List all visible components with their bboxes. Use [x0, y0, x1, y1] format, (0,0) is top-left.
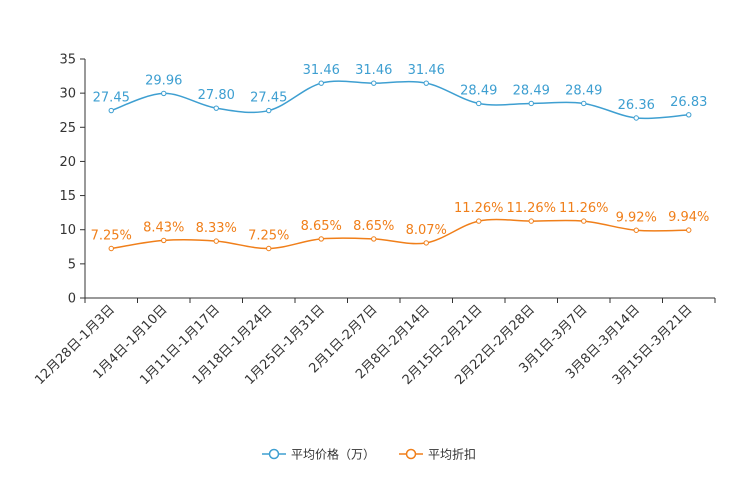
data-label: 7.25% [91, 228, 132, 243]
data-point[interactable] [476, 218, 482, 224]
data-point[interactable] [318, 236, 324, 242]
legend-label: 平均折扣 [428, 447, 476, 462]
series-line [111, 80, 689, 120]
data-label: 9.92% [616, 210, 657, 225]
data-point[interactable] [371, 80, 377, 86]
data-label: 11.26% [506, 201, 556, 216]
data-label: 27.80 [198, 88, 235, 103]
data-label: 8.65% [353, 219, 394, 234]
legend-marker [268, 448, 280, 460]
data-point[interactable] [581, 100, 587, 107]
data-label: 31.46 [408, 63, 445, 78]
data-point[interactable] [371, 236, 377, 242]
data-point[interactable] [528, 218, 534, 224]
legend[interactable]: 平均价格（万） 平均折扣 [262, 447, 476, 462]
data-point[interactable] [108, 245, 114, 252]
data-label: 7.25% [248, 228, 289, 243]
data-label: 28.49 [565, 83, 602, 98]
y-tick-label: 15 [59, 189, 76, 204]
data-point[interactable] [581, 218, 587, 224]
series-layer: 27.45 29.96 27.80 27.45 31.46 31.46 31.46 28.49… [91, 63, 709, 252]
data-label: 8.33% [196, 221, 237, 236]
y-tick-label: 25 [59, 121, 76, 136]
data-point[interactable] [266, 245, 272, 252]
data-point[interactable] [686, 112, 692, 118]
data-point[interactable] [266, 107, 272, 114]
data-label: 27.45 [93, 91, 130, 106]
series-line [111, 218, 689, 250]
data-label: 8.43% [143, 220, 184, 235]
data-label: 9.94% [668, 210, 709, 225]
data-point[interactable] [423, 80, 429, 86]
data-point[interactable] [476, 100, 482, 107]
data-label: 28.49 [513, 83, 550, 98]
data-point[interactable] [633, 227, 639, 233]
data-point[interactable] [108, 107, 114, 114]
data-point[interactable] [161, 90, 167, 97]
data-label: 11.26% [559, 201, 609, 216]
data-point[interactable] [318, 80, 324, 86]
data-label: 31.46 [303, 63, 340, 78]
y-tick-label: 5 [68, 257, 76, 272]
y-tick-label: 0 [68, 292, 76, 307]
data-label: 11.26% [454, 201, 504, 216]
series-1: 27.45 29.96 27.80 27.45 31.46 31.46 31.46 28.49… [93, 63, 707, 121]
y-tick-label: 30 [59, 87, 76, 102]
data-label: 31.46 [355, 63, 392, 78]
legend-item-1[interactable]: 平均价格（万） [262, 447, 375, 462]
data-point[interactable] [528, 100, 534, 107]
y-tick-label: 20 [59, 155, 76, 170]
data-label: 26.83 [670, 95, 707, 110]
data-label: 27.45 [250, 91, 287, 106]
y-tick-label: 10 [59, 223, 76, 238]
data-point[interactable] [633, 115, 639, 121]
data-point[interactable] [213, 238, 219, 244]
y-tick-label: 35 [59, 53, 76, 68]
data-label: 28.49 [460, 83, 497, 98]
data-label: 8.07% [406, 223, 447, 238]
data-label: 8.65% [301, 219, 342, 234]
legend-item-2[interactable]: 平均折扣 [399, 447, 476, 462]
legend-marker [405, 448, 417, 460]
data-point[interactable] [686, 227, 692, 233]
data-point[interactable] [161, 237, 167, 244]
data-point[interactable] [213, 105, 219, 111]
data-point[interactable] [423, 240, 429, 246]
data-label: 26.36 [618, 98, 655, 113]
series-2: 7.25% 8.43% 8.33% 7.25% 8.65% 8.65% 8.07% 11.26… [91, 201, 709, 252]
data-label: 29.96 [145, 73, 182, 88]
legend-label: 平均价格（万） [291, 447, 375, 462]
